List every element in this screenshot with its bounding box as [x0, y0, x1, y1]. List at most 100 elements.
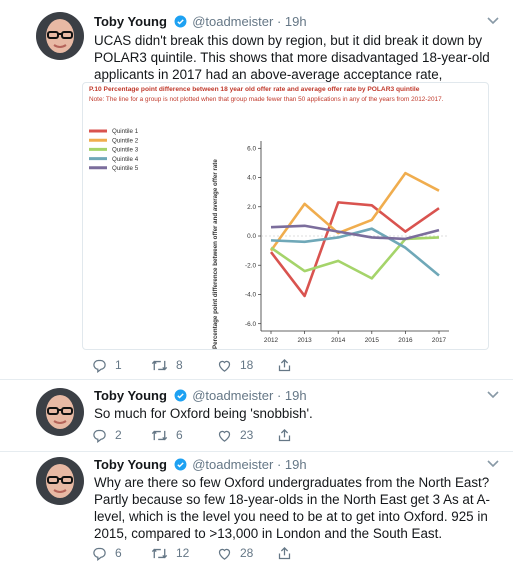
x-tick-label: 2015 [365, 337, 380, 344]
retweet-button[interactable]: 12 [151, 546, 217, 561]
chevron-down-icon[interactable] [487, 391, 499, 399]
like-count: 23 [240, 428, 254, 442]
timestamp[interactable]: 19h [284, 14, 307, 29]
retweet-button[interactable]: 8 [151, 358, 217, 373]
reply-button[interactable]: 1 [92, 358, 151, 373]
author-handle[interactable]: @toadmeister [192, 14, 274, 29]
separator-dot: · [276, 457, 282, 472]
reply-button[interactable]: 2 [92, 428, 151, 443]
like-button[interactable]: 28 [217, 546, 277, 561]
legend-label: Quintile 4 [112, 156, 139, 163]
chart-legend: Quintile 1 Quintile 2 Quintile 3 Quintile 4… [89, 128, 139, 172]
author-handle[interactable]: @toadmeister [192, 457, 274, 472]
tweet-header: Toby Young @toadmeister · 19h [94, 14, 307, 30]
share-button[interactable] [277, 358, 292, 373]
verified-badge-icon [174, 389, 187, 402]
share-icon [278, 358, 291, 371]
tweet-actions: 2 6 23 [92, 427, 292, 443]
x-tick-label: 2017 [432, 337, 447, 344]
series-line-quintile-4 [270, 227, 440, 277]
author-name[interactable]: Toby Young [94, 388, 167, 403]
y-tick-label: 0.0 [247, 233, 256, 240]
retweet-count: 8 [176, 358, 183, 372]
y-tick-label: -4.0 [245, 292, 256, 299]
x-tick-label: 2016 [398, 337, 413, 344]
series-line-quintile-3 [270, 236, 440, 280]
legend-label: Quintile 5 [112, 165, 139, 172]
y-tick-label: -2.0 [245, 262, 256, 269]
x-tick-label: 2013 [297, 337, 312, 344]
avatar-image [36, 388, 84, 436]
heart-icon [218, 360, 231, 372]
tweet-text: Why are there so few Oxford undergraduat… [94, 475, 490, 541]
retweet-count: 6 [176, 428, 183, 442]
legend-label: Quintile 3 [112, 147, 139, 154]
x-tick-label: 2014 [331, 337, 346, 344]
heart-icon [218, 548, 231, 560]
chart-image-card[interactable]: P.10 Percentage point difference between… [82, 82, 489, 350]
y-axis-label: Percentage point difference between offe… [212, 159, 219, 349]
reply-count: 6 [115, 546, 122, 560]
verified-badge-icon [174, 458, 187, 471]
chart-title: P.10 Percentage point difference between… [89, 86, 420, 93]
series-line-quintile-5 [270, 224, 440, 241]
reply-icon [93, 429, 106, 443]
author-name[interactable]: Toby Young [94, 457, 167, 472]
avatar-image [36, 457, 84, 505]
tweet-divider [0, 451, 513, 452]
share-button[interactable] [277, 428, 292, 443]
series-line-quintile-1 [269, 201, 440, 298]
tweet-1[interactable]: Toby Young @toadmeister · 19h UCAS didn'… [0, 0, 513, 378]
chart-note: Note: The line for a group is not plotte… [89, 96, 444, 103]
y-tick-label: 2.0 [247, 204, 256, 211]
heart-icon [218, 430, 231, 442]
tweet-3[interactable]: Toby Young @toadmeister · 19h Why are th… [0, 452, 513, 566]
reply-count: 2 [115, 428, 122, 442]
tweet-actions: 1 8 18 [92, 357, 292, 373]
series-line-quintile-2 [269, 171, 440, 252]
tweet-2[interactable]: Toby Young @toadmeister · 19h So much fo… [0, 380, 513, 447]
timestamp[interactable]: 19h [284, 457, 307, 472]
reply-button[interactable]: 6 [92, 546, 151, 561]
reply-count: 1 [115, 358, 122, 372]
separator-dot: · [276, 388, 282, 403]
separator-dot: · [276, 14, 282, 29]
reply-icon [93, 359, 106, 373]
share-icon [278, 428, 291, 441]
reply-icon [93, 547, 106, 561]
retweet-button[interactable]: 6 [151, 428, 217, 443]
avatar-image [36, 12, 84, 60]
retweet-icon [151, 548, 168, 558]
y-tick-label: 4.0 [247, 175, 256, 182]
tweet-divider [0, 379, 513, 380]
verified-badge-icon [174, 15, 187, 28]
y-tick-label: -6.0 [245, 321, 256, 328]
like-button[interactable]: 23 [217, 428, 277, 443]
retweet-icon [151, 360, 168, 370]
like-button[interactable]: 18 [217, 358, 277, 373]
chart-canvas: Quintile 1 Quintile 2 Quintile 3 Quintile 4… [89, 128, 449, 349]
chevron-down-icon[interactable] [487, 17, 499, 25]
y-tick-label: 6.0 [247, 146, 256, 153]
chart-plot: Percentage point difference between offe… [212, 141, 449, 349]
author-handle[interactable]: @toadmeister [192, 388, 274, 403]
avatar[interactable] [36, 12, 84, 60]
legend-label: Quintile 2 [112, 137, 139, 144]
tweet-text: So much for Oxford being 'snobbish'. [94, 406, 313, 421]
retweet-icon [151, 430, 168, 440]
chevron-down-icon[interactable] [487, 460, 499, 468]
like-count: 28 [240, 546, 254, 560]
tweet-header: Toby Young @toadmeister · 19h [94, 457, 307, 473]
timestamp[interactable]: 19h [284, 388, 307, 403]
legend-label: Quintile 1 [112, 128, 139, 135]
share-icon [278, 546, 291, 559]
author-name[interactable]: Toby Young [94, 14, 167, 29]
tweet-header: Toby Young @toadmeister · 19h [94, 388, 307, 404]
like-count: 18 [240, 358, 254, 372]
retweet-count: 12 [176, 546, 190, 560]
avatar[interactable] [36, 457, 84, 505]
avatar[interactable] [36, 388, 84, 436]
tweet-actions: 6 12 28 [92, 545, 292, 561]
share-button[interactable] [277, 546, 292, 561]
x-tick-label: 2012 [264, 337, 279, 344]
